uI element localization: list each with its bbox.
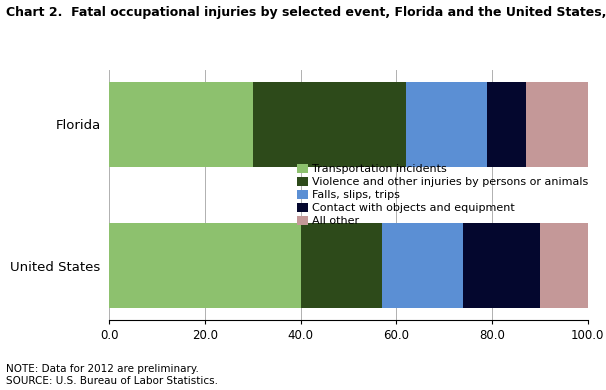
Text: Chart 2.  Fatal occupational injuries by selected event, Florida and the United : Chart 2. Fatal occupational injuries by … <box>6 6 606 19</box>
Bar <box>382 223 464 308</box>
Bar <box>109 82 253 167</box>
Legend: Transportation incidents, Violence and other injuries by persons or animals, Fal: Transportation incidents, Violence and o… <box>296 164 588 226</box>
Bar <box>301 223 382 308</box>
Bar <box>406 82 487 167</box>
Bar <box>464 223 540 308</box>
Bar <box>487 82 525 167</box>
Text: NOTE: Data for 2012 are preliminary.
SOURCE: U.S. Bureau of Labor Statistics.: NOTE: Data for 2012 are preliminary. SOU… <box>6 365 218 386</box>
Bar <box>540 223 588 308</box>
Bar <box>525 82 588 167</box>
Bar <box>253 82 406 167</box>
Bar <box>109 223 301 308</box>
